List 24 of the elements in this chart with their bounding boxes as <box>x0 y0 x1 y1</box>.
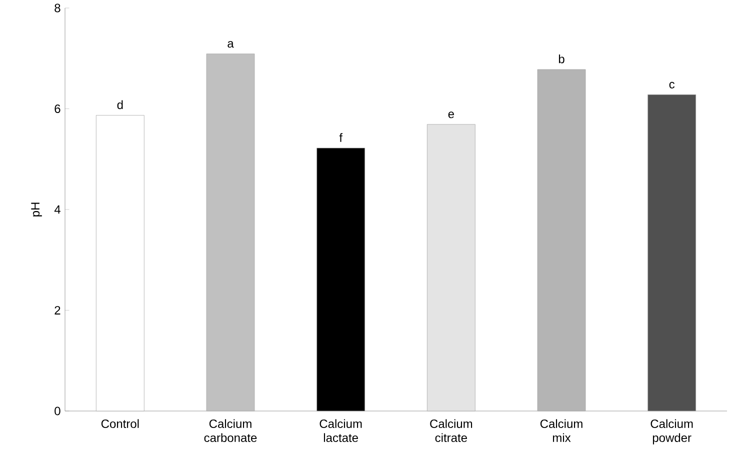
bar <box>648 94 696 412</box>
x-tick-label: Calcium mix <box>540 419 582 442</box>
annotation: f <box>339 133 343 142</box>
annotation: c <box>669 82 675 88</box>
y-axis-title: pH <box>31 202 42 216</box>
bar <box>537 69 586 412</box>
y-tick-label: 2 <box>54 306 60 314</box>
annotation: d <box>117 100 123 110</box>
bar <box>316 148 366 412</box>
bar <box>426 124 476 412</box>
x-tick-label: Calcium citrate <box>430 419 472 442</box>
x-tick-label: Calcium lactate <box>320 419 362 442</box>
x-tick-label: Control <box>101 419 139 428</box>
y-tick-label: 6 <box>54 104 60 114</box>
y-tick-label: 0 <box>54 406 60 416</box>
bar <box>96 115 144 412</box>
annotation: e <box>448 112 454 118</box>
x-tick-label: Calcium carbonate <box>204 419 257 442</box>
annotation: a <box>228 41 234 48</box>
y-tick-label: 4 <box>54 205 60 214</box>
annotation: b <box>558 54 564 64</box>
y-tick-label: 8 <box>54 4 60 12</box>
bar <box>206 54 255 412</box>
x-tick-label: Calcium powder <box>650 419 693 444</box>
